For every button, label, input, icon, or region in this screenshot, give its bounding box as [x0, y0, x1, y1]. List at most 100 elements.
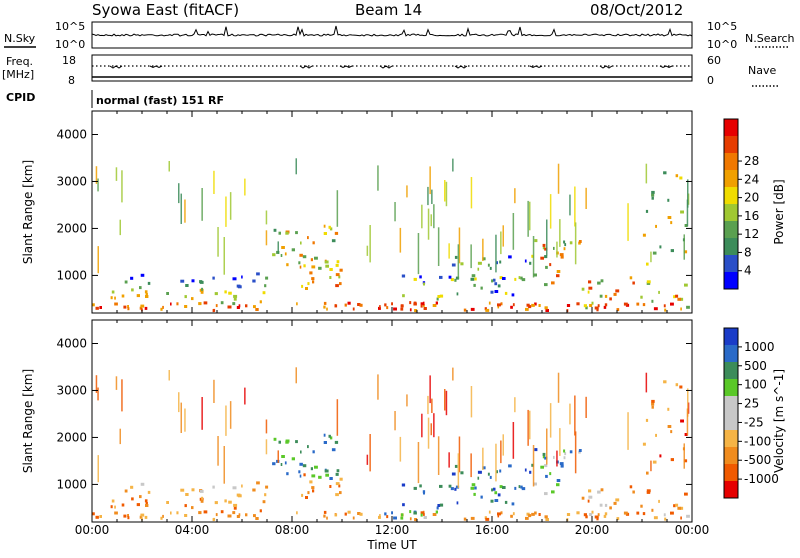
echo-cell — [212, 309, 215, 313]
echo-streak — [437, 436, 440, 475]
echo-streak — [650, 460, 652, 472]
echo-cell — [191, 279, 195, 283]
echo-cell — [236, 515, 240, 518]
echo-streak — [433, 204, 435, 229]
echo-cell — [311, 265, 316, 269]
echo-cell — [583, 513, 587, 517]
echo-streak — [514, 397, 516, 413]
colorbar-tick-label: -1000 — [744, 472, 779, 486]
echo-cell — [162, 305, 164, 309]
echo-cell — [533, 273, 537, 277]
echo-cell — [439, 503, 444, 507]
echo-cell — [299, 474, 302, 478]
echo-cell — [281, 455, 285, 458]
echo-cell — [191, 488, 195, 492]
colorbar-tick-label: -25 — [744, 415, 764, 429]
freq-bottom-label: 8 — [68, 74, 75, 87]
date-title: 08/Oct/2012 — [590, 1, 683, 19]
echo-cell — [471, 483, 476, 487]
echo-cell — [323, 305, 326, 309]
echo-cell — [144, 499, 148, 503]
echo-cell — [578, 241, 581, 245]
colorbar-tick-label: 20 — [744, 191, 759, 205]
echo-streak — [406, 394, 408, 407]
echo-cell — [520, 485, 523, 489]
echo-cell — [460, 262, 464, 266]
echo-streak — [406, 185, 408, 198]
echo-cell — [401, 513, 404, 517]
noise-right-top-label: 10^5 — [707, 20, 737, 33]
echo-cell — [301, 493, 304, 497]
echo-cell — [379, 514, 381, 518]
echo-cell — [604, 303, 608, 307]
colorbar-segment — [724, 136, 738, 154]
echo-cell — [328, 434, 331, 438]
echo-cell — [420, 513, 423, 517]
echo-cell — [497, 514, 500, 518]
echo-cell — [499, 485, 503, 489]
echo-streak — [448, 243, 450, 259]
echo-cell — [484, 516, 487, 520]
echo-cell — [252, 488, 256, 492]
echo-streak — [336, 190, 339, 227]
echo-cell — [613, 292, 617, 296]
echo-cell — [264, 284, 267, 288]
echo-cell — [130, 276, 134, 280]
echo-cell — [597, 304, 600, 308]
echo-cell — [228, 500, 232, 504]
echo-cell — [664, 517, 667, 521]
nsky-label: N.Sky — [4, 32, 36, 45]
echo-cell — [646, 280, 651, 284]
echo-cell — [645, 209, 649, 213]
echo-cell — [525, 516, 529, 520]
echo-cell — [659, 454, 662, 458]
echo-cell — [563, 449, 566, 453]
echo-cell — [553, 455, 555, 459]
echo-cell — [477, 476, 480, 480]
colorbar-tick-label: 100 — [744, 378, 767, 392]
echo-cell — [409, 510, 412, 514]
echo-streak — [448, 452, 450, 468]
echo-cell — [95, 515, 99, 519]
echo-cell — [500, 511, 503, 515]
echo-streak — [399, 436, 402, 462]
echo-cell — [400, 307, 404, 311]
echo-cell — [339, 477, 343, 481]
echo-cell — [497, 305, 500, 309]
echo-streak — [277, 450, 279, 463]
echo-cell — [184, 305, 188, 308]
echo-cell — [253, 305, 256, 309]
echo-streak — [445, 181, 448, 207]
echo-cell — [588, 489, 592, 493]
echo-cell — [502, 277, 506, 280]
echo-cell — [233, 506, 237, 510]
colorbar-segment — [724, 379, 738, 397]
echo-streak — [532, 236, 535, 278]
echo-cell — [111, 499, 115, 503]
echo-cell — [474, 277, 477, 281]
echo-cell — [518, 276, 521, 280]
echo-cell — [496, 261, 498, 265]
echo-streak — [119, 428, 121, 445]
echo-streak — [417, 233, 420, 275]
time-tick-label: 04:00 — [175, 523, 210, 537]
echo-cell — [439, 484, 443, 488]
echo-cell — [357, 512, 361, 515]
echo-cell — [588, 286, 593, 290]
echo-cell — [228, 291, 232, 295]
echo-cell — [673, 295, 676, 299]
echo-streak — [223, 237, 225, 275]
echo-cell — [160, 307, 163, 311]
echo-cell — [667, 425, 672, 428]
echo-cell — [423, 491, 425, 495]
echo-cell — [529, 261, 532, 265]
echo-cell — [307, 282, 310, 286]
echo-cell — [386, 306, 389, 310]
echo-cell — [499, 260, 502, 264]
echo-cell — [273, 437, 277, 441]
echo-cell — [136, 294, 140, 298]
echo-cell — [347, 510, 351, 514]
echo-cell — [227, 514, 232, 518]
echo-streak — [683, 443, 685, 469]
colorbar-segment — [724, 413, 738, 431]
